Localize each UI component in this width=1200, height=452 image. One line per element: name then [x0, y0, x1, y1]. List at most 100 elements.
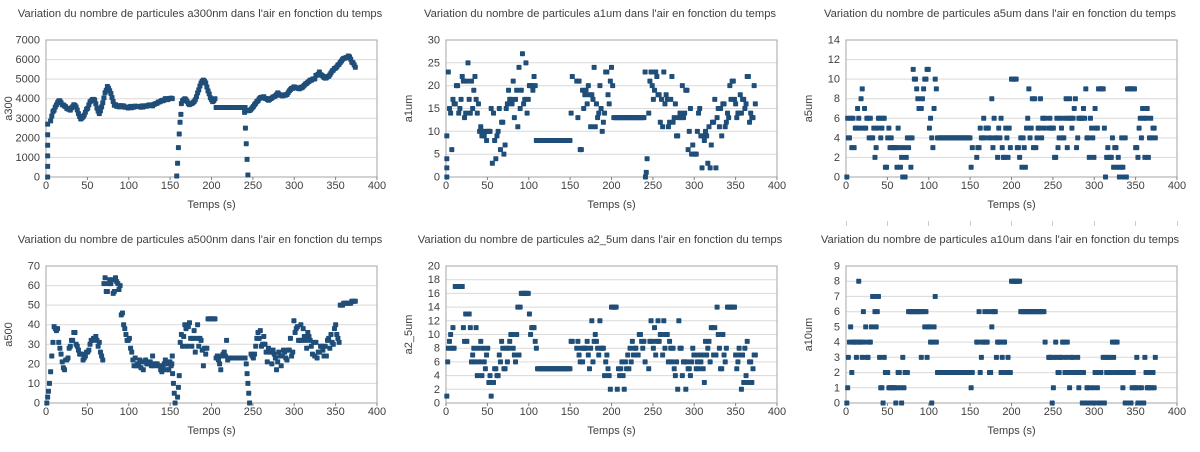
svg-text:0: 0 — [434, 172, 440, 184]
svg-text:400: 400 — [368, 180, 386, 192]
svg-text:100: 100 — [920, 180, 938, 192]
svg-text:6: 6 — [834, 113, 840, 125]
svg-text:12: 12 — [428, 315, 440, 327]
svg-text:300: 300 — [285, 180, 303, 192]
svg-text:18: 18 — [428, 274, 440, 286]
svg-text:0: 0 — [34, 172, 40, 184]
svg-text:300: 300 — [285, 406, 303, 418]
svg-text:4: 4 — [834, 132, 840, 144]
svg-text:30: 30 — [28, 339, 40, 351]
svg-text:100: 100 — [920, 406, 938, 418]
svg-text:0: 0 — [843, 180, 849, 192]
svg-text:0: 0 — [34, 398, 40, 410]
svg-text:300: 300 — [1085, 406, 1103, 418]
svg-text:30: 30 — [428, 35, 440, 47]
svg-text:400: 400 — [1168, 406, 1186, 418]
svg-text:9: 9 — [834, 261, 840, 273]
svg-text:a5um: a5um — [803, 95, 815, 123]
svg-text:20: 20 — [28, 358, 40, 370]
svg-text:150: 150 — [961, 180, 979, 192]
svg-text:350: 350 — [326, 180, 344, 192]
svg-text:50: 50 — [481, 406, 493, 418]
svg-text:Temps (s): Temps (s) — [987, 199, 1035, 211]
svg-text:50: 50 — [481, 180, 493, 192]
svg-text:250: 250 — [1044, 180, 1062, 192]
svg-text:0: 0 — [43, 406, 49, 418]
svg-text:150: 150 — [161, 406, 179, 418]
svg-text:20: 20 — [428, 261, 440, 273]
svg-text:5: 5 — [434, 149, 440, 161]
svg-text:0: 0 — [434, 398, 440, 410]
svg-text:8: 8 — [834, 93, 840, 105]
svg-text:50: 50 — [881, 180, 893, 192]
svg-text:250: 250 — [244, 180, 262, 192]
svg-text:8: 8 — [834, 276, 840, 288]
svg-text:0: 0 — [443, 406, 449, 418]
svg-text:6000: 6000 — [16, 54, 40, 66]
svg-text:3: 3 — [834, 352, 840, 364]
svg-text:15: 15 — [428, 103, 440, 115]
svg-text:150: 150 — [961, 406, 979, 418]
svg-text:Temps (s): Temps (s) — [187, 425, 235, 437]
svg-text:Temps (s): Temps (s) — [587, 425, 635, 437]
svg-text:350: 350 — [326, 406, 344, 418]
svg-text:10: 10 — [28, 378, 40, 390]
svg-text:350: 350 — [1126, 406, 1144, 418]
svg-text:Temps (s): Temps (s) — [987, 425, 1035, 437]
svg-text:400: 400 — [368, 406, 386, 418]
svg-text:5: 5 — [834, 321, 840, 333]
svg-text:300: 300 — [1085, 180, 1103, 192]
svg-text:100: 100 — [120, 406, 138, 418]
svg-text:5000: 5000 — [16, 74, 40, 86]
svg-text:10: 10 — [428, 126, 440, 138]
svg-text:150: 150 — [161, 180, 179, 192]
svg-text:40: 40 — [28, 319, 40, 331]
svg-text:a10um: a10um — [803, 318, 815, 352]
svg-text:8: 8 — [434, 343, 440, 355]
svg-text:200: 200 — [1002, 180, 1020, 192]
svg-text:12: 12 — [828, 54, 840, 66]
svg-text:7: 7 — [834, 291, 840, 303]
svg-text:250: 250 — [644, 180, 662, 192]
svg-text:2: 2 — [834, 152, 840, 164]
svg-text:1: 1 — [834, 382, 840, 394]
svg-text:0: 0 — [43, 180, 49, 192]
svg-text:200: 200 — [602, 406, 620, 418]
svg-text:4000: 4000 — [16, 93, 40, 105]
svg-text:10: 10 — [828, 74, 840, 86]
svg-text:25: 25 — [428, 57, 440, 69]
svg-text:4: 4 — [434, 370, 440, 382]
svg-text:6: 6 — [834, 306, 840, 318]
svg-text:0: 0 — [834, 172, 840, 184]
svg-text:14: 14 — [828, 35, 840, 47]
svg-text:50: 50 — [81, 406, 93, 418]
svg-text:3000: 3000 — [16, 113, 40, 125]
svg-text:400: 400 — [768, 406, 786, 418]
svg-text:2000: 2000 — [16, 132, 40, 144]
svg-text:200: 200 — [202, 180, 220, 192]
svg-text:a2_5um: a2_5um — [403, 315, 415, 355]
svg-text:350: 350 — [726, 180, 744, 192]
svg-text:0: 0 — [443, 180, 449, 192]
svg-text:60: 60 — [28, 280, 40, 292]
svg-text:70: 70 — [28, 261, 40, 273]
svg-text:150: 150 — [561, 180, 579, 192]
svg-text:6: 6 — [434, 356, 440, 368]
svg-text:200: 200 — [202, 406, 220, 418]
svg-text:2: 2 — [834, 367, 840, 379]
svg-text:350: 350 — [726, 406, 744, 418]
svg-text:250: 250 — [244, 406, 262, 418]
svg-text:Temps (s): Temps (s) — [587, 199, 635, 211]
svg-text:250: 250 — [1044, 406, 1062, 418]
svg-text:400: 400 — [768, 180, 786, 192]
svg-text:16: 16 — [428, 288, 440, 300]
svg-text:1000: 1000 — [16, 152, 40, 164]
svg-text:100: 100 — [520, 406, 538, 418]
svg-text:4: 4 — [834, 337, 840, 349]
svg-text:0: 0 — [834, 398, 840, 410]
svg-text:250: 250 — [644, 406, 662, 418]
svg-text:300: 300 — [685, 406, 703, 418]
svg-text:100: 100 — [520, 180, 538, 192]
svg-text:a1um: a1um — [403, 95, 415, 123]
svg-text:350: 350 — [1126, 180, 1144, 192]
